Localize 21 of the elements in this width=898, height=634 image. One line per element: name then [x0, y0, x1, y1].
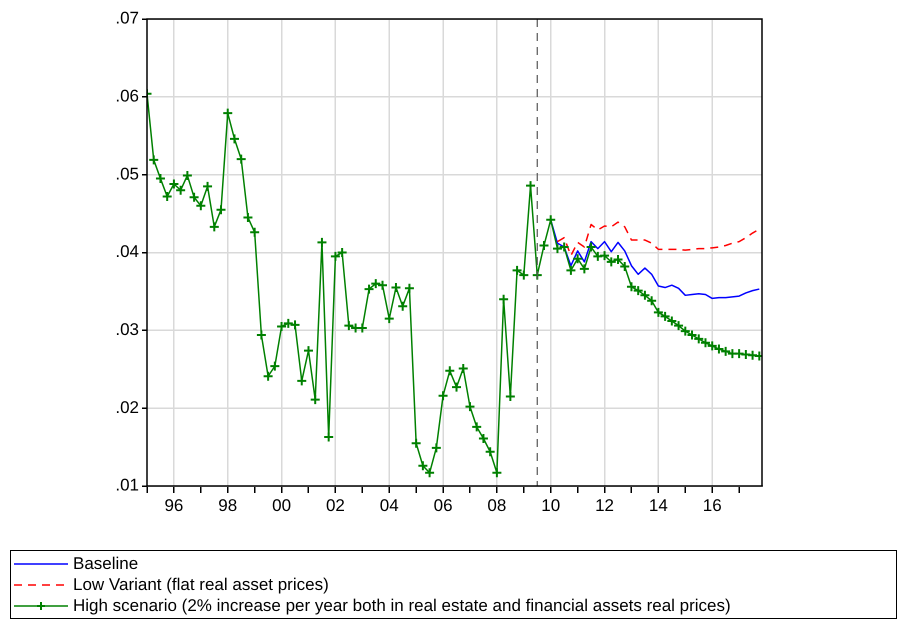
x-tick-label: 98 — [218, 496, 238, 515]
y-tick-label: .02 — [115, 398, 139, 417]
x-tick-label: 12 — [595, 496, 614, 515]
legend-label: Baseline — [73, 553, 138, 574]
y-tick-label: .07 — [115, 8, 139, 28]
x-tick-label: 10 — [541, 496, 560, 515]
y-tick-label: .01 — [115, 476, 139, 495]
x-tick-label: 06 — [434, 496, 453, 515]
x-tick-label: 96 — [164, 496, 184, 515]
y-tick-label: .04 — [115, 242, 139, 262]
x-tick-label: 14 — [648, 496, 668, 515]
x-tick-label: 16 — [702, 496, 722, 515]
x-tick-label: 02 — [326, 496, 345, 515]
y-tick-label: .06 — [115, 86, 139, 106]
legend-label: Low Variant (flat real asset prices) — [73, 574, 329, 595]
legend-label: High scenario (2% increase per year both in real estate and financial assets real prices) — [73, 595, 731, 616]
x-tick-label: 00 — [272, 496, 292, 515]
x-tick-label: 08 — [487, 496, 506, 515]
y-tick-label: .03 — [115, 320, 139, 340]
x-tick-label: 04 — [380, 496, 399, 515]
y-tick-label: .05 — [115, 164, 139, 184]
